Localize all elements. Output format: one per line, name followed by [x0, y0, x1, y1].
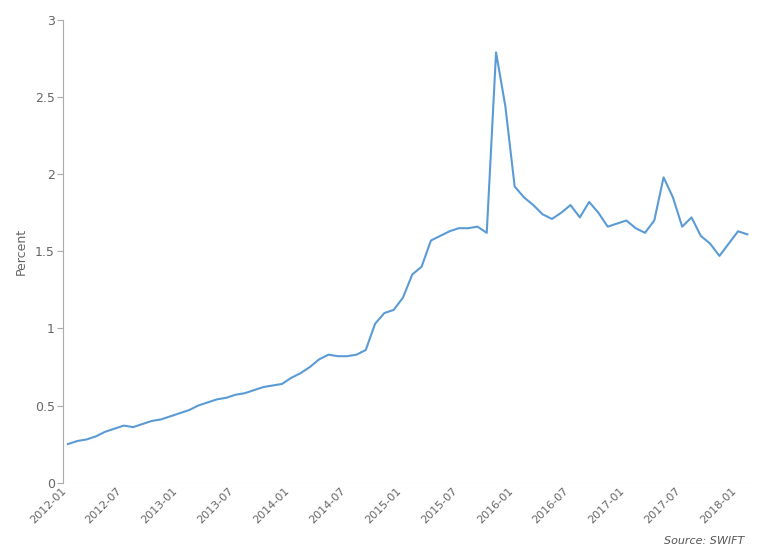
Y-axis label: Percent: Percent: [15, 228, 28, 275]
Text: Source: SWIFT: Source: SWIFT: [663, 536, 744, 546]
